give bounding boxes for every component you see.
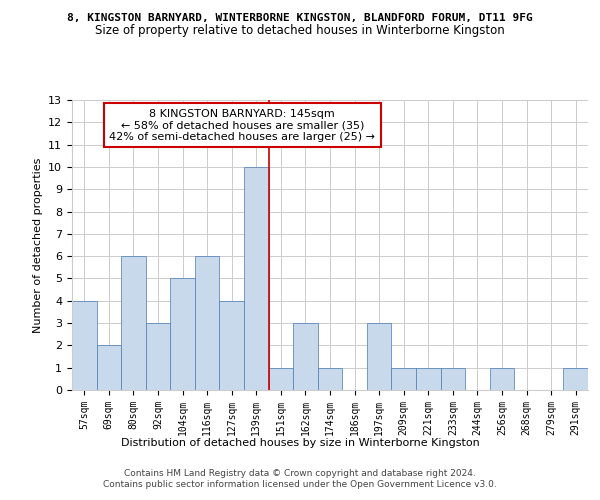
Bar <box>269 368 293 390</box>
Bar <box>563 368 588 390</box>
Bar <box>244 167 269 390</box>
Bar <box>195 256 220 390</box>
Text: 8 KINGSTON BARNYARD: 145sqm
← 58% of detached houses are smaller (35)
42% of sem: 8 KINGSTON BARNYARD: 145sqm ← 58% of det… <box>109 108 375 142</box>
Bar <box>170 278 195 390</box>
Bar <box>367 323 391 390</box>
Text: 8, KINGSTON BARNYARD, WINTERBORNE KINGSTON, BLANDFORD FORUM, DT11 9FG: 8, KINGSTON BARNYARD, WINTERBORNE KINGST… <box>67 12 533 22</box>
Y-axis label: Number of detached properties: Number of detached properties <box>32 158 43 332</box>
Bar <box>293 323 318 390</box>
Text: Size of property relative to detached houses in Winterborne Kingston: Size of property relative to detached ho… <box>95 24 505 37</box>
Bar <box>72 301 97 390</box>
Bar <box>121 256 146 390</box>
Bar <box>97 346 121 390</box>
Text: Distribution of detached houses by size in Winterborne Kingston: Distribution of detached houses by size … <box>121 438 479 448</box>
Bar <box>318 368 342 390</box>
Text: Contains HM Land Registry data © Crown copyright and database right 2024.: Contains HM Land Registry data © Crown c… <box>124 469 476 478</box>
Bar <box>391 368 416 390</box>
Bar <box>220 301 244 390</box>
Bar <box>490 368 514 390</box>
Bar <box>440 368 465 390</box>
Bar <box>416 368 440 390</box>
Bar <box>146 323 170 390</box>
Text: Contains public sector information licensed under the Open Government Licence v3: Contains public sector information licen… <box>103 480 497 489</box>
